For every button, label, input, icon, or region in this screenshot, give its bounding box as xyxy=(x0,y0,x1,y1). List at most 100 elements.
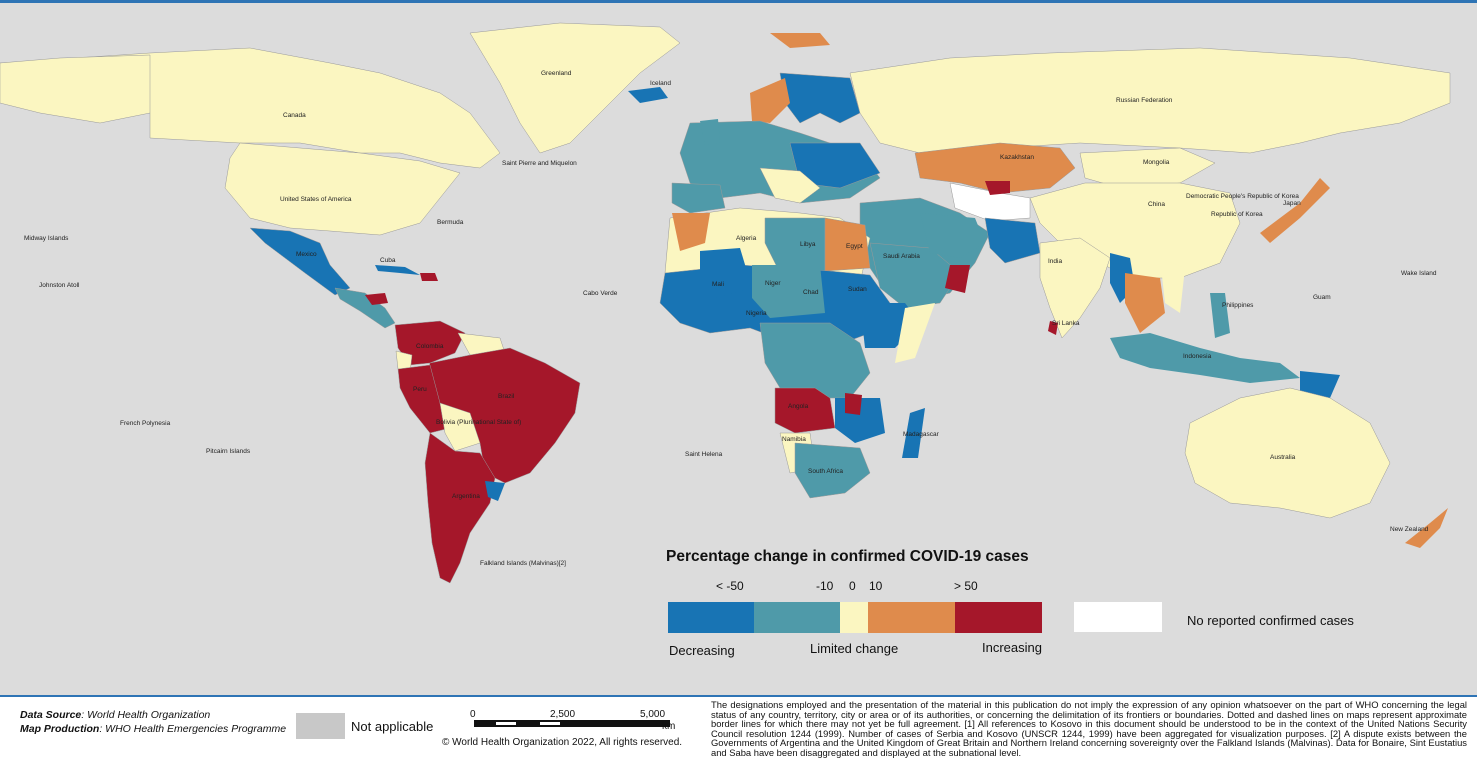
region-alaska xyxy=(0,54,151,124)
credits: Data Source: World Health Organization M… xyxy=(20,708,286,736)
legend-swatch-no-cases xyxy=(1074,602,1162,632)
label-peru: Peru xyxy=(413,386,427,393)
label-midway: Midway Islands xyxy=(24,235,69,242)
label-cabo-verde: Cabo Verde xyxy=(583,290,618,297)
label-usa: United States of America xyxy=(280,196,352,203)
region-philippines xyxy=(1210,293,1230,338)
region-afghanistan-pakistan xyxy=(984,217,1041,264)
label-canada: Canada xyxy=(283,112,306,119)
scale-label-0: 0 xyxy=(470,709,476,720)
top-rule xyxy=(0,0,1477,3)
legend-tick-lt-50: < -50 xyxy=(716,579,744,593)
region-morocco xyxy=(672,213,710,251)
region-kazakhstan xyxy=(914,142,1076,194)
map-production-key: Map Production xyxy=(20,723,100,735)
scale-label-5000: 5,000 xyxy=(640,709,665,720)
region-argentina-chile xyxy=(424,432,496,584)
legend-no-cases-label: No reported confirmed cases xyxy=(1187,613,1354,628)
label-iceland: Iceland xyxy=(650,80,671,87)
disclaimer: The designations employed and the presen… xyxy=(711,699,1467,758)
legend-limited-label: Limited change xyxy=(810,641,899,656)
label-bermuda: Bermuda xyxy=(437,219,464,226)
legend-swatch-limited-change xyxy=(840,602,868,633)
region-cuba xyxy=(375,265,420,275)
region-sri-lanka xyxy=(1048,321,1058,335)
label-algeria: Algeria xyxy=(736,235,757,242)
label-cuba: Cuba xyxy=(380,257,396,264)
label-saint-helena: Saint Helena xyxy=(685,451,723,458)
label-falklands: Falkland Islands (Malvinas)[2] xyxy=(480,560,566,567)
label-kazakhstan: Kazakhstan xyxy=(1000,154,1034,161)
label-australia: Australia xyxy=(1270,454,1296,461)
region-venezuela-colombia xyxy=(394,320,466,366)
region-peru xyxy=(397,364,451,434)
label-pitcairn: Pitcairn Islands xyxy=(206,448,251,455)
label-south-africa: South Africa xyxy=(808,468,843,475)
label-sudan: Sudan xyxy=(848,286,867,293)
label-mongolia: Mongolia xyxy=(1143,159,1170,166)
label-johnston: Johnston Atoll xyxy=(39,282,80,289)
legend-tick-10: 10 xyxy=(869,579,883,593)
scale-bar-segment xyxy=(496,722,516,725)
label-french-polynesia: French Polynesia xyxy=(120,420,171,427)
region-iberia xyxy=(671,182,726,214)
legend-title: Percentage change in confirmed COVID-19 … xyxy=(666,548,1029,565)
region-italy-balkans xyxy=(759,167,821,204)
label-colombia: Colombia xyxy=(416,343,444,350)
scale-label-2500: 2,500 xyxy=(550,709,575,720)
legend-swatch-strong-increase xyxy=(955,602,1042,633)
region-egypt xyxy=(824,217,871,272)
region-southern-africa xyxy=(794,442,871,499)
label-madagascar: Madagascar xyxy=(903,431,940,438)
region-svalbard xyxy=(770,33,830,48)
region-iran xyxy=(920,213,985,258)
region-uzbekistan xyxy=(985,181,1010,195)
label-china: China xyxy=(1148,201,1165,208)
region-honduras xyxy=(365,293,388,305)
region-iceland xyxy=(628,87,668,103)
label-bolivia: Bolivia (Plurinational State of) xyxy=(436,419,521,426)
label-sri-lanka: Sri Lanka xyxy=(1052,320,1080,327)
region-madagascar xyxy=(902,408,925,458)
world-map: Greenland Iceland Canada United States o… xyxy=(0,3,1477,695)
label-nigeria: Nigeria xyxy=(746,310,767,317)
legend-increasing-label: Increasing xyxy=(982,640,1042,655)
label-india: India xyxy=(1048,258,1062,265)
region-hispaniola xyxy=(420,273,438,281)
label-mali: Mali xyxy=(712,281,724,288)
label-chad: Chad xyxy=(803,289,819,296)
label-argentina: Argentina xyxy=(452,493,480,500)
not-applicable-swatch xyxy=(296,713,345,739)
label-libya: Libya xyxy=(800,241,816,248)
region-indochina xyxy=(1160,258,1185,313)
region-scandinavia xyxy=(779,72,861,124)
region-usa xyxy=(224,142,461,236)
region-png xyxy=(1300,371,1340,398)
not-applicable-label: Not applicable xyxy=(351,719,434,734)
legend-tick-minus-10: -10 xyxy=(816,579,834,593)
region-japan xyxy=(1260,178,1330,243)
region-somalia xyxy=(895,303,935,363)
region-norway xyxy=(750,78,790,123)
region-russia xyxy=(849,47,1451,154)
region-central-america xyxy=(334,287,396,329)
map-production: Map Production: WHO Health Emergencies P… xyxy=(20,722,286,736)
legend-color-bar xyxy=(668,602,1042,633)
label-mexico: Mexico xyxy=(296,251,317,258)
label-egypt: Egypt xyxy=(846,243,863,250)
region-greenland xyxy=(469,22,681,154)
copyright: © World Health Organization 2022, All ri… xyxy=(442,737,683,748)
data-source-value: : World Health Organization xyxy=(81,709,211,721)
region-tanzania xyxy=(845,393,862,415)
region-thailand-cambodia xyxy=(1125,273,1165,333)
legend-swatch-increase xyxy=(868,602,955,633)
region-uruguay xyxy=(485,481,505,501)
label-indonesia: Indonesia xyxy=(1183,353,1212,360)
label-russia: Russian Federation xyxy=(1116,97,1173,104)
scale-bar-outline xyxy=(474,720,670,727)
data-source-key: Data Source xyxy=(20,709,82,721)
label-wake: Wake Island xyxy=(1401,270,1437,277)
region-india xyxy=(1039,237,1111,339)
region-mali xyxy=(700,248,752,298)
data-source: Data Source: World Health Organization xyxy=(20,708,286,722)
